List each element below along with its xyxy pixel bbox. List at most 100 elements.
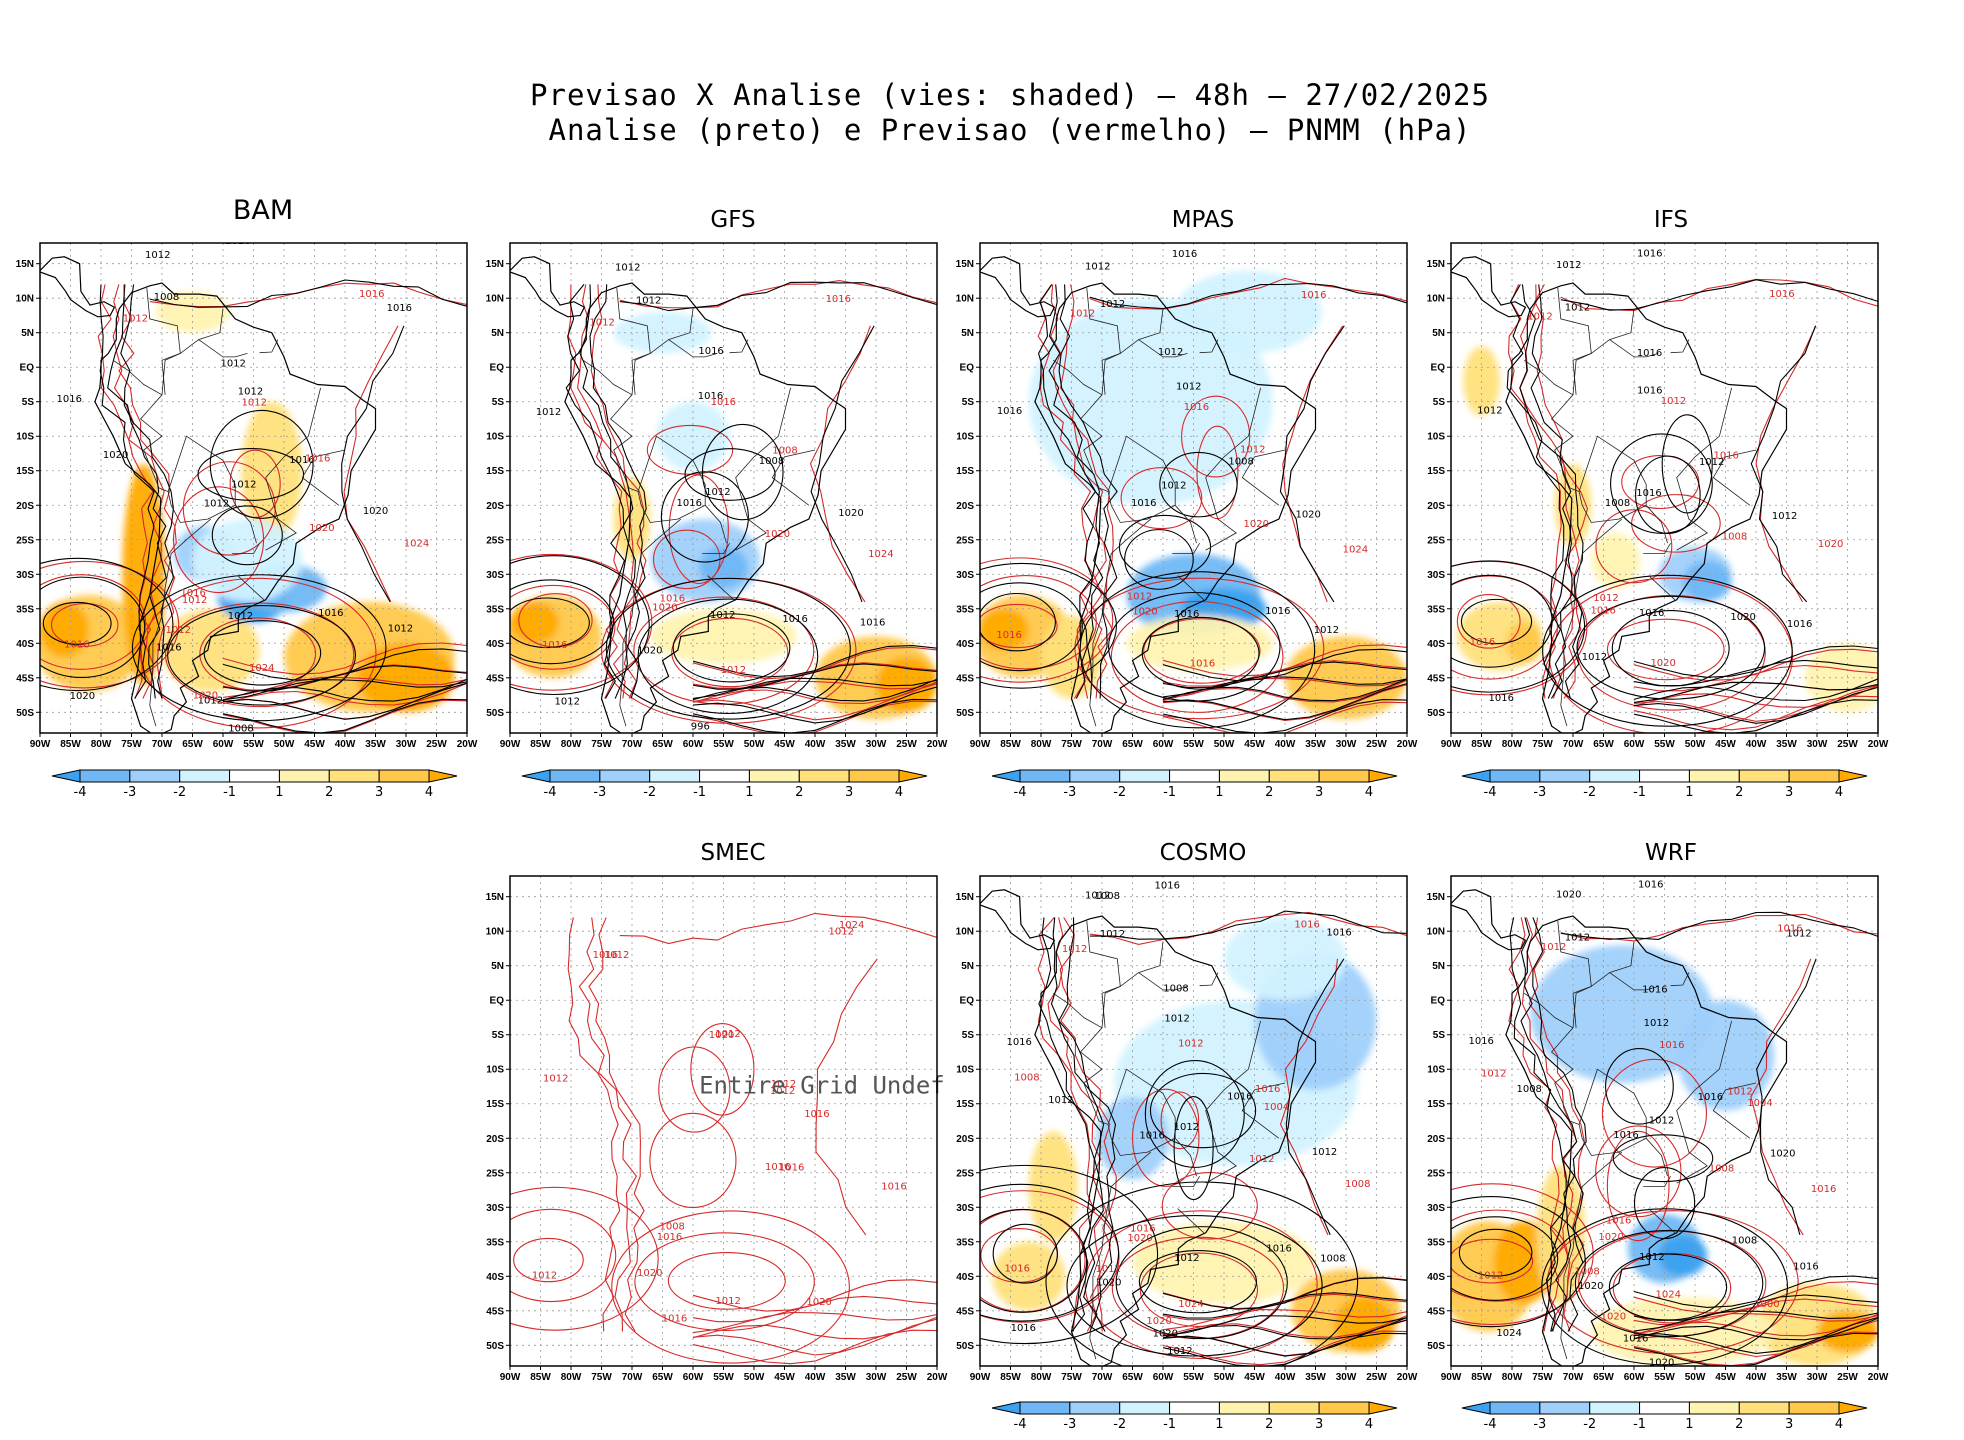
colorbar-label: -2 bbox=[1113, 785, 1126, 800]
analysis-contours bbox=[980, 910, 1407, 1366]
analysis-contour-label: 1012 bbox=[1100, 299, 1125, 310]
analysis-contour-label: 1012 bbox=[1477, 405, 1502, 416]
lon-tick-label: 60W bbox=[1153, 1372, 1174, 1383]
colorbar-segment bbox=[1318, 769, 1370, 783]
lon-tick-label: 50W bbox=[274, 739, 295, 750]
map-canvas: 1012101610121016101210161012101610081012… bbox=[1427, 242, 1889, 750]
colorbar-label: -3 bbox=[1063, 1417, 1076, 1432]
lat-tick-label: 10S bbox=[1427, 432, 1445, 443]
lat-tick-label: EQ bbox=[490, 363, 505, 374]
colorbar-segment bbox=[1069, 769, 1121, 783]
colorbar-segment bbox=[1639, 769, 1690, 783]
analysis-contour-label: 1016 bbox=[782, 614, 807, 625]
forecast-contour-label: 1004 bbox=[1264, 1102, 1289, 1113]
colorbar-segment bbox=[278, 769, 330, 783]
lon-tick-label: 80W bbox=[1031, 739, 1052, 750]
forecast-contour-label: 1008 bbox=[772, 446, 797, 457]
bias-patch bbox=[192, 519, 303, 602]
coastline bbox=[1451, 256, 1788, 733]
forecast-contour-label: 1008 bbox=[1722, 531, 1747, 542]
analysis-contour-label: 1012 bbox=[1164, 1014, 1189, 1025]
lat-tick-label: 50S bbox=[16, 708, 34, 719]
lon-tick-label: 85W bbox=[530, 739, 551, 750]
lon-tick-label: 55W bbox=[1654, 739, 1675, 750]
lon-tick-label: 80W bbox=[1031, 1372, 1052, 1383]
forecast-contour-label: 1020 bbox=[765, 529, 790, 540]
lat-tick-label: 15S bbox=[956, 466, 974, 477]
analysis-contour-label: 1016 bbox=[1787, 619, 1812, 630]
forecast-contour-label: 1020 bbox=[193, 690, 218, 701]
lon-tick-label: 75W bbox=[1532, 739, 1553, 750]
colorbar-label: -3 bbox=[1533, 785, 1546, 800]
analysis-contour-label: 1016 bbox=[1793, 1261, 1818, 1272]
panel-title-cosmo: COSMO bbox=[1159, 840, 1247, 866]
analysis-contour-label: 1012 bbox=[198, 696, 223, 707]
colorbar-segment bbox=[1589, 1401, 1641, 1415]
lat-tick-label: 50S bbox=[956, 1341, 974, 1352]
lon-tick-label: 35W bbox=[1305, 739, 1326, 750]
colorbar-label: 1 bbox=[1215, 1417, 1223, 1432]
graticule bbox=[510, 243, 937, 733]
map-canvas: 1012101610081012101610121016101210121020… bbox=[16, 242, 478, 750]
colorbar-segment bbox=[991, 1401, 1021, 1415]
colorbar-segment bbox=[1838, 1401, 1868, 1415]
forecast-contour-label: 1012 bbox=[770, 1086, 795, 1097]
forecast-contour-label: 1016 bbox=[305, 454, 330, 465]
map-panel-bam: 1012 1016 1008 1012 1016 1012 1016 1012 1012 1020… bbox=[16, 242, 478, 750]
lat-tick-label: EQ bbox=[960, 996, 975, 1007]
lat-tick-label: 35S bbox=[956, 604, 974, 615]
map-canvas: 1012 1016 1012 1012 1016 1012 1008 1012 1016 1020… bbox=[956, 242, 1418, 750]
lon-tick-label: 45W bbox=[304, 739, 325, 750]
analysis-contour-label: 1020 bbox=[838, 508, 863, 519]
lat-tick-label: 10S bbox=[956, 432, 974, 443]
analysis-contour-label: 1016 bbox=[1468, 1036, 1493, 1047]
analysis-contour-label: 1016 bbox=[1155, 880, 1180, 891]
forecast-contour-label: 1016 bbox=[1713, 450, 1738, 461]
colorbar-label: -3 bbox=[123, 785, 136, 800]
map-canvas: 1012101610121012101610161012101610121008… bbox=[486, 875, 948, 1383]
coastline bbox=[980, 889, 1317, 1366]
colorbar-label: -1 bbox=[223, 785, 236, 800]
forecast-contour-label: 1024 bbox=[1343, 545, 1368, 556]
lon-tick-label: 30W bbox=[1807, 739, 1828, 750]
lat-tick-label: 10S bbox=[956, 1065, 974, 1076]
analysis-contour-label: 1016 bbox=[1265, 606, 1290, 617]
lat-tick-label: EQ bbox=[960, 363, 975, 374]
lon-tick-label: 60W bbox=[1153, 739, 1174, 750]
lon-tick-label: 55W bbox=[243, 739, 264, 750]
lon-tick-label: 25W bbox=[1837, 1372, 1858, 1383]
bias-patch bbox=[510, 601, 559, 644]
lon-tick-label: 45W bbox=[1244, 1372, 1265, 1383]
analysis-contour-label: 1012 bbox=[1312, 1147, 1337, 1158]
lat-tick-label: 20S bbox=[16, 501, 34, 512]
forecast-contour-label: 1016 bbox=[1184, 402, 1209, 413]
forecast-contour-label: 1012 bbox=[771, 1079, 796, 1090]
colorbar-label: 2 bbox=[1735, 1417, 1743, 1432]
forecast-contour-label: 1016 bbox=[1769, 289, 1794, 300]
lat-tick-label: 25S bbox=[956, 1168, 974, 1179]
analysis-contour-label: 1012 bbox=[231, 480, 256, 491]
lon-tick-label: 90W bbox=[30, 739, 51, 750]
analysis-contour-label: 1012 bbox=[1167, 1346, 1192, 1357]
lon-tick-label: 35W bbox=[1305, 1372, 1326, 1383]
forecast-contour-label: 1016 bbox=[662, 1313, 687, 1324]
figure-title: Previsao X Analise (vies: shaded) — 48h … bbox=[530, 78, 1490, 112]
lon-tick-label: 35W bbox=[835, 739, 856, 750]
analysis-contour-label: 1016 bbox=[1326, 927, 1351, 938]
lon-tick-label: 90W bbox=[970, 1372, 991, 1383]
lat-tick-label: EQ bbox=[1431, 996, 1446, 1007]
analysis-contour-label: 1016 bbox=[1642, 985, 1667, 996]
bias-patch bbox=[155, 291, 230, 333]
analysis-contour-label: 1012 bbox=[1649, 1115, 1674, 1126]
analysis-contour-label: 1012 bbox=[238, 386, 263, 397]
analysis-contour-label: 1020 bbox=[1096, 1278, 1121, 1289]
lat-tick-label: 50S bbox=[956, 708, 974, 719]
lat-tick-label: 5S bbox=[1433, 1030, 1446, 1041]
analysis-contour-label: 1012 bbox=[388, 623, 413, 634]
colorbar-segment bbox=[1461, 769, 1491, 783]
forecast-contour-label: 1012 bbox=[1249, 1154, 1274, 1165]
lon-tick-label: 30W bbox=[1336, 739, 1357, 750]
analysis-contour-label: 1016 bbox=[57, 394, 82, 405]
bias-patch bbox=[980, 608, 1029, 651]
map-panel-wrf: 1020 1016 1012 1016 1016 1012 1016 1012 1016 1020… bbox=[1427, 875, 1889, 1383]
